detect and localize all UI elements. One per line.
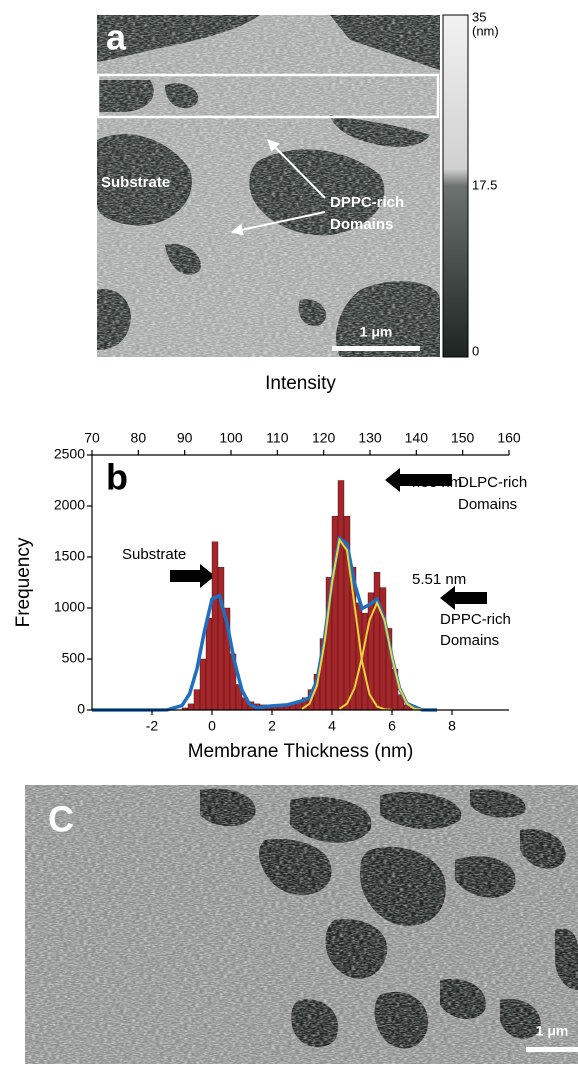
- x2-tick-label: 160: [497, 430, 521, 446]
- annotation: 4.33 nm: [408, 474, 462, 491]
- y-tick-label: 2500: [54, 446, 85, 462]
- y-tick-label: 2000: [54, 497, 85, 513]
- annotation: 5.51 nm: [412, 571, 466, 588]
- panel-label: a: [106, 17, 127, 58]
- x-tick-label: 4: [328, 718, 336, 734]
- colorbar-unit: (nm): [472, 23, 499, 38]
- scale-bar: [332, 346, 420, 351]
- x2-tick-label: 70: [84, 430, 100, 446]
- colorbar-label: 0: [472, 343, 479, 358]
- bar: [337, 480, 345, 711]
- afm-texture: [97, 15, 440, 357]
- colorbar-label: 17.5: [472, 177, 497, 192]
- annotation: Substrate: [122, 546, 186, 563]
- arrow: [230, 211, 326, 236]
- x2-tick-label: 80: [131, 430, 147, 446]
- x2-tick-label: 120: [312, 430, 336, 446]
- panel-label: b: [106, 457, 128, 498]
- selection-box: [96, 73, 440, 119]
- panel-label: C: [48, 799, 74, 840]
- annotation: Domains: [440, 632, 499, 649]
- x-tick-label: 2: [268, 718, 276, 734]
- arrow: [440, 586, 487, 610]
- bar: [211, 541, 219, 711]
- x2-axis-label: Intensity: [265, 373, 336, 394]
- x-tick-label: 6: [388, 718, 396, 734]
- x-tick-label: -2: [146, 718, 159, 734]
- colorbar-label: 35: [472, 9, 486, 24]
- annotation: Substrate: [101, 174, 170, 191]
- y-tick-label: 1500: [54, 548, 85, 564]
- colorbar: [442, 14, 469, 358]
- annotation: DLPC-rich: [458, 474, 527, 491]
- annotation: Domains: [330, 216, 393, 233]
- panel-a: a Substrate DPPC-rich Domains 1 μm 35 (n…: [96, 9, 499, 358]
- y-axis-label: Frequency: [13, 537, 34, 627]
- arrow: [170, 564, 215, 588]
- x2-tick-label: 90: [177, 430, 193, 446]
- bar: [373, 572, 381, 711]
- panel-b: 0 500 1000 1500 2000 2500 -2 0 2 4 6 8 70 80 90 100 110 1…: [13, 373, 527, 762]
- bar: [217, 567, 225, 711]
- annotation: Domains: [458, 496, 517, 513]
- bar: [187, 703, 195, 711]
- annotation: DPPC-rich: [330, 194, 404, 211]
- x2-tick-label: 110: [266, 430, 289, 446]
- scale-label: 1 μm: [360, 324, 393, 340]
- x2-tick-label: 130: [358, 430, 382, 446]
- x2-tick-label: 150: [451, 430, 475, 446]
- y-tick-label: 0: [77, 701, 85, 717]
- bar: [193, 689, 201, 711]
- y-tick-label: 500: [62, 650, 86, 666]
- arrow: [385, 468, 452, 492]
- y-tick-label: 1000: [54, 599, 85, 615]
- scale-label: 1 μm: [536, 1023, 569, 1039]
- x-axis-label: Membrane Thickness (nm): [188, 741, 414, 762]
- bar: [205, 618, 213, 711]
- afm-texture: [25, 785, 578, 1064]
- scale-bar: [526, 1047, 578, 1052]
- x2-tick-label: 140: [405, 430, 429, 446]
- x2-tick-label: 100: [219, 430, 243, 446]
- x-tick-label: 0: [208, 718, 216, 734]
- fit-curve: [301, 537, 393, 711]
- annotation: DPPC-rich: [440, 611, 511, 628]
- x-tick-label: 8: [448, 718, 456, 734]
- panel-c: C 1 μm: [25, 785, 578, 1064]
- bar: [199, 658, 207, 711]
- fit-curve: [338, 600, 423, 711]
- arrow: [267, 139, 326, 199]
